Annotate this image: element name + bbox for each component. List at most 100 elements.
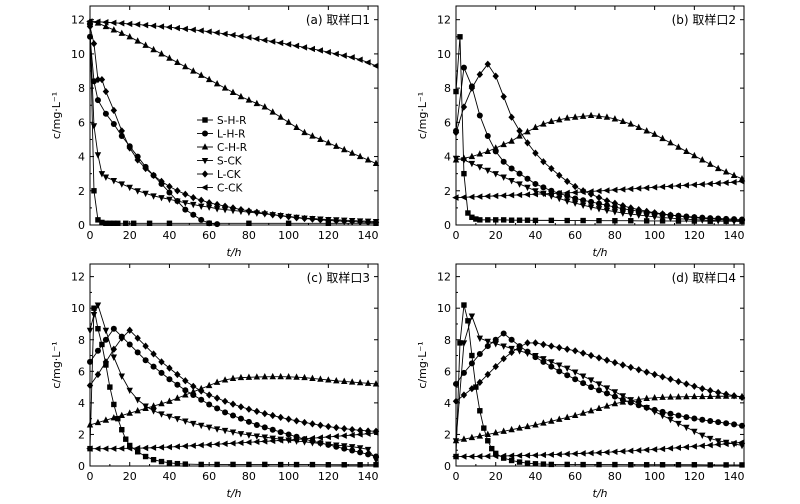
data-point bbox=[564, 114, 571, 121]
data-point bbox=[166, 364, 173, 372]
data-point bbox=[658, 445, 666, 453]
data-point bbox=[98, 75, 106, 84]
data-point bbox=[515, 191, 523, 199]
data-point bbox=[190, 382, 197, 390]
data-point bbox=[588, 384, 595, 391]
data-point bbox=[619, 361, 627, 369]
data-point bbox=[126, 144, 133, 152]
data-point bbox=[261, 373, 268, 380]
data-point bbox=[142, 453, 149, 460]
data-point bbox=[532, 461, 539, 467]
data-point bbox=[499, 192, 507, 199]
data-point bbox=[555, 189, 562, 197]
data-point bbox=[556, 115, 563, 123]
y-axis-label: c/mg·L⁻¹ bbox=[416, 341, 429, 388]
data-point bbox=[245, 207, 253, 215]
x-tick-label: 140 bbox=[724, 229, 745, 242]
data-point bbox=[699, 392, 706, 400]
data-point bbox=[465, 210, 471, 216]
data-point bbox=[481, 425, 487, 431]
x-axis-label: t/h bbox=[593, 246, 608, 259]
data-point bbox=[221, 84, 229, 91]
data-point bbox=[611, 209, 619, 216]
data-point bbox=[452, 453, 459, 460]
data-point bbox=[452, 155, 460, 163]
data-point bbox=[166, 460, 173, 466]
data-point bbox=[540, 461, 547, 467]
data-point bbox=[221, 202, 229, 210]
data-point bbox=[507, 452, 515, 459]
data-point bbox=[516, 459, 523, 465]
data-point bbox=[548, 359, 555, 366]
data-point bbox=[500, 93, 507, 101]
series-C-H-R bbox=[452, 392, 746, 444]
data-point bbox=[134, 397, 141, 404]
data-point bbox=[460, 453, 467, 460]
data-point bbox=[364, 446, 372, 454]
legend-marker bbox=[201, 184, 208, 191]
data-point bbox=[357, 449, 364, 456]
data-point bbox=[484, 147, 491, 154]
data-point bbox=[86, 327, 94, 335]
data-point bbox=[237, 439, 244, 447]
data-point bbox=[214, 221, 221, 228]
data-point bbox=[619, 393, 627, 400]
data-point bbox=[309, 374, 316, 381]
series-line bbox=[455, 36, 743, 222]
x-axis-label: t/h bbox=[227, 246, 242, 259]
data-point bbox=[524, 339, 531, 347]
data-point bbox=[253, 407, 261, 415]
data-point bbox=[691, 428, 698, 436]
data-point bbox=[635, 366, 642, 374]
data-point bbox=[452, 129, 460, 137]
data-point bbox=[556, 415, 563, 422]
data-point bbox=[348, 54, 355, 61]
data-point bbox=[508, 137, 515, 144]
data-point bbox=[158, 411, 165, 418]
legend-item: L-H-R bbox=[197, 129, 245, 141]
data-point bbox=[174, 58, 181, 66]
data-point bbox=[99, 219, 105, 226]
legend: S-H-R L-H-RC-H-R S-CKL-CK C-CK bbox=[197, 115, 247, 195]
data-point bbox=[206, 220, 213, 227]
data-point bbox=[107, 384, 113, 390]
panel-title: (c) 取样口3 bbox=[307, 270, 370, 285]
data-point bbox=[595, 187, 602, 195]
data-point bbox=[603, 385, 611, 392]
data-point bbox=[292, 436, 300, 443]
data-point bbox=[341, 145, 348, 153]
data-point bbox=[150, 350, 157, 358]
data-point bbox=[457, 34, 463, 40]
data-point bbox=[301, 373, 308, 381]
data-point bbox=[166, 413, 173, 421]
data-point bbox=[738, 216, 746, 225]
data-point bbox=[484, 167, 491, 175]
data-point bbox=[229, 429, 237, 436]
data-point bbox=[595, 354, 603, 362]
data-point bbox=[579, 202, 587, 209]
data-point bbox=[118, 29, 125, 36]
data-point bbox=[260, 37, 268, 44]
x-tick-label: 120 bbox=[684, 470, 705, 483]
chart-panel-1: 0 20 40 60 80 100 120 140 0 2 4 6 8 10 12 t/h c/mg·L⁻¹ (a… bbox=[50, 5, 380, 259]
data-point bbox=[524, 127, 531, 135]
data-point bbox=[205, 199, 213, 207]
y-axis-label: c/mg·L⁻¹ bbox=[50, 92, 63, 139]
data-point bbox=[190, 194, 197, 202]
data-point bbox=[492, 144, 499, 151]
data-point bbox=[461, 302, 467, 308]
data-point bbox=[229, 440, 236, 447]
data-point bbox=[723, 420, 730, 427]
data-point bbox=[698, 181, 705, 188]
data-point bbox=[476, 193, 483, 200]
data-point bbox=[580, 461, 586, 468]
data-point bbox=[230, 412, 237, 419]
data-point bbox=[356, 56, 363, 63]
data-point bbox=[333, 376, 340, 384]
data-point bbox=[532, 217, 539, 224]
x-tick-label: 80 bbox=[608, 470, 622, 483]
data-point bbox=[650, 184, 658, 191]
series-C-H-R bbox=[86, 372, 380, 428]
data-point bbox=[95, 217, 101, 223]
data-point bbox=[134, 156, 141, 164]
